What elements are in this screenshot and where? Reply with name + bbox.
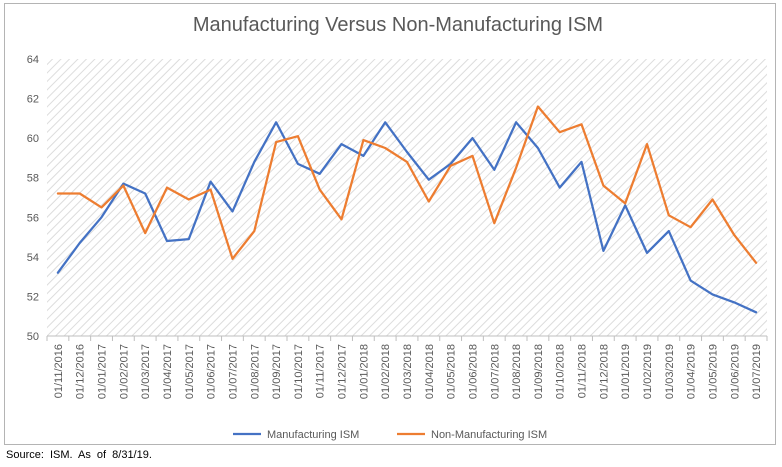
x-tick-label: 01/01/2017 [97,344,109,399]
x-tick-label: 01/11/2018 [577,344,589,398]
x-tick-label: 01/06/2019 [729,344,741,399]
x-tick-label: 01/02/2018 [380,344,392,399]
legend-label: Manufacturing ISM [267,429,359,441]
x-tick-label: 01/08/2018 [511,344,523,399]
x-tick-label: 01/09/2017 [271,344,283,399]
x-tick-label: 01/09/2018 [533,344,545,399]
x-tick-label: 01/12/2016 [75,344,87,399]
chart-frame: Manufacturing Versus Non-Manufacturing I… [4,3,776,445]
x-tick-label: 01/12/2017 [337,344,349,399]
chart-title: Manufacturing Versus Non-Manufacturing I… [193,14,603,36]
x-tick-label: 01/03/2017 [140,344,152,399]
series-line-non-manufacturing [56,105,758,264]
x-tick-label: 01/02/2019 [642,344,654,399]
plot-area [47,59,767,336]
y-tick-label: 64 [27,54,39,66]
chart: Manufacturing Versus Non-Manufacturing I… [27,14,768,441]
y-tick-label: 58 [27,173,39,185]
x-tick-label: 01/05/2017 [184,344,196,399]
series-line-manufacturing [56,121,758,314]
x-tick-label: 01/03/2018 [402,344,414,399]
y-tick-label: 56 [27,212,39,224]
x-tick-label: 01/02/2017 [118,344,130,399]
x-tick-label: 01/04/2017 [162,344,174,399]
x-tick-label: 01/11/2017 [315,344,327,398]
x-tick-label: 01/01/2018 [358,344,370,399]
y-tick-label: 50 [27,331,39,343]
legend-label: Non-Manufacturing ISM [431,429,547,441]
source-note: Source: ISM. As of 8/31/19. [6,449,152,461]
x-tick-label: 01/06/2018 [467,344,479,399]
x-tick-label: 01/07/2017 [227,344,239,399]
x-tick-label: 01/12/2018 [598,344,610,399]
x-tick-label: 01/08/2017 [249,344,261,399]
y-tick-label: 60 [27,133,39,145]
y-tick-label: 52 [27,291,39,303]
x-tick-label: 01/04/2018 [424,344,436,399]
x-tick-label: 01/01/2019 [620,344,632,399]
x-tick-label: 01/06/2017 [206,344,218,399]
y-tick-label: 54 [27,252,39,264]
x-tick-label: 01/05/2018 [446,344,458,399]
x-tick-label: 01/10/2017 [293,344,305,399]
x-tick-label: 01/05/2019 [707,344,719,399]
x-tick-label: 01/03/2019 [664,344,676,399]
x-tick-label: 01/10/2018 [555,344,567,399]
x-tick-label: 01/07/2019 [751,344,763,399]
x-tick-label: 01/11/2016 [53,344,65,398]
y-tick-label: 62 [27,94,39,106]
x-tick-label: 01/07/2018 [489,344,501,399]
x-tick-label: 01/04/2019 [686,344,698,399]
